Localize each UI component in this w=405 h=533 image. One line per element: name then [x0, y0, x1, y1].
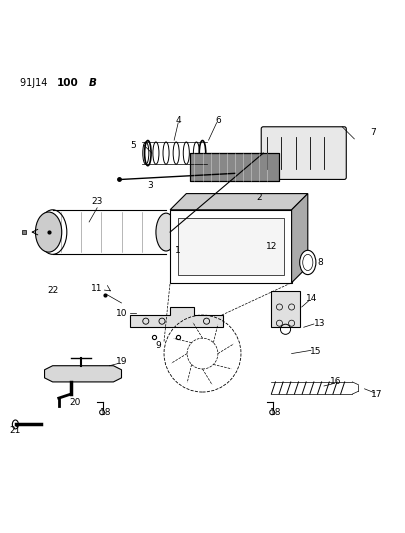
Text: 16: 16: [330, 377, 342, 386]
Bar: [178, 218, 284, 274]
Text: 1: 1: [175, 246, 181, 255]
Text: 12: 12: [266, 242, 277, 251]
Text: 22: 22: [47, 286, 58, 295]
Bar: [170, 210, 292, 282]
Ellipse shape: [12, 420, 18, 429]
Text: 15: 15: [310, 347, 322, 356]
Text: 3: 3: [147, 181, 153, 190]
Ellipse shape: [300, 251, 316, 274]
Text: 5: 5: [131, 141, 136, 149]
Text: B: B: [89, 78, 97, 88]
Text: 4: 4: [175, 116, 181, 125]
Polygon shape: [170, 193, 308, 210]
Text: 13: 13: [314, 319, 326, 328]
Text: 17: 17: [371, 390, 382, 399]
Bar: [271, 291, 300, 327]
Text: 19: 19: [116, 357, 127, 366]
Text: 2: 2: [256, 193, 262, 202]
Text: 7: 7: [370, 128, 375, 138]
Polygon shape: [130, 307, 223, 327]
Text: 11: 11: [92, 284, 103, 293]
Polygon shape: [45, 366, 122, 382]
Ellipse shape: [36, 212, 62, 252]
Bar: [190, 153, 279, 181]
Text: 6: 6: [216, 116, 222, 125]
Text: 21: 21: [10, 426, 21, 435]
Text: 100: 100: [57, 78, 79, 88]
Text: 23: 23: [92, 197, 103, 206]
Text: 18: 18: [100, 408, 111, 417]
FancyBboxPatch shape: [261, 127, 346, 180]
Text: 10: 10: [116, 309, 127, 318]
Text: 91J14: 91J14: [20, 78, 51, 88]
Polygon shape: [292, 193, 308, 282]
Bar: [190, 153, 279, 181]
Text: 18: 18: [270, 408, 281, 417]
Text: 9: 9: [155, 341, 161, 350]
Ellipse shape: [156, 213, 176, 251]
Text: 14: 14: [306, 294, 318, 303]
Text: 20: 20: [69, 398, 81, 407]
Text: 8: 8: [317, 258, 323, 267]
